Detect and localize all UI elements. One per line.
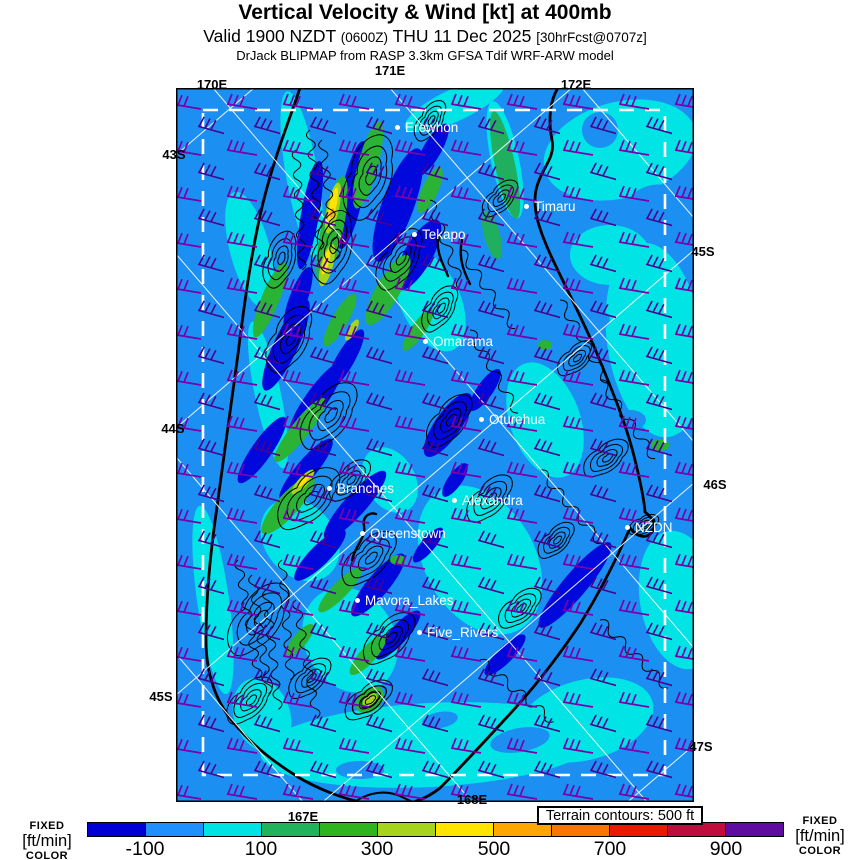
axis-label-167e: 167E	[287, 809, 319, 824]
units-label: [ft/min]	[795, 827, 845, 845]
fixed-label: FIXED	[802, 815, 838, 827]
scale-segment	[726, 823, 783, 836]
city-label: Five_Rivers	[427, 625, 499, 640]
units-label: [ft/min]	[22, 832, 72, 850]
city-label: Branches	[337, 481, 395, 496]
city-marker-nzdn: NZDN	[625, 520, 673, 535]
wind-barbs	[176, 88, 694, 802]
axis-label-171e: 171E	[374, 63, 406, 78]
scale-tick: 900	[709, 838, 743, 860]
valid-prefix: Valid 1900 NZDT	[203, 26, 341, 46]
units-block-right: FIXED [ft/min] COLOR	[792, 816, 848, 857]
terrain-contours-note: Terrain contours: 500 ft	[537, 806, 703, 825]
city-dot	[423, 339, 428, 344]
city-dot	[355, 598, 360, 603]
axis-label-46s: 46S	[703, 477, 727, 492]
city-marker-tekapo: Tekapo	[412, 227, 466, 242]
scale-segment	[88, 823, 146, 836]
scale-tick: 700	[593, 838, 627, 860]
page-title: Vertical Velocity & Wind [kt] at 400mb	[238, 1, 612, 24]
color-label: COLOR	[798, 844, 842, 857]
scale-segment	[204, 823, 262, 836]
city-marker-alexandra: Alexandra	[452, 493, 523, 508]
color-label: COLOR	[25, 849, 69, 860]
axis-label-168e: 168E	[456, 792, 488, 807]
city-marker-timaru: Timaru	[524, 199, 576, 214]
scale-segment	[552, 823, 610, 836]
fixed-label: FIXED	[29, 820, 65, 832]
valid-date: THU 11 Dec 2025	[388, 26, 537, 46]
scale-tick: 100	[244, 838, 278, 860]
scale-segment	[378, 823, 436, 836]
city-dot	[625, 525, 630, 530]
city-marker-mavora-lakes: Mavora_Lakes	[355, 593, 454, 608]
city-label: Queenstown	[370, 526, 446, 541]
map-canvas	[176, 88, 694, 802]
city-dot	[395, 125, 400, 130]
forecast-tag: [30hrFcst@0707z]	[536, 30, 647, 45]
city-dot	[412, 232, 417, 237]
axis-label-44s: 44S	[161, 421, 185, 436]
city-label: Omarama	[433, 334, 494, 349]
scale-segment	[146, 823, 204, 836]
map-area	[176, 88, 694, 802]
city-marker-oturehua: Oturehua	[479, 412, 545, 427]
axis-label-43s: 43S	[162, 147, 186, 162]
city-marker-queenstown: Queenstown	[360, 526, 446, 541]
scale-segment	[320, 823, 378, 836]
city-label: Timaru	[534, 199, 576, 214]
scale-segment	[494, 823, 552, 836]
scale-segment	[262, 823, 320, 836]
city-label: Mavora_Lakes	[365, 593, 454, 608]
city-dot	[417, 630, 422, 635]
axis-label-45s-left: 45S	[149, 689, 173, 704]
scale-segment	[610, 823, 668, 836]
city-dot	[524, 204, 529, 209]
city-marker-branches: Branches	[327, 481, 394, 496]
scale-segment	[436, 823, 494, 836]
scale-tick: 500	[477, 838, 511, 860]
city-label: NZDN	[635, 520, 673, 535]
city-marker-five-rivers: Five_Rivers	[417, 625, 498, 640]
valid-zulu: (0600Z)	[340, 30, 389, 45]
model-line: DrJack BLIPMAP from RASP 3.3km GFSA Tdif…	[236, 48, 614, 63]
city-label: Alexandra	[462, 493, 523, 508]
city-dot	[479, 417, 484, 422]
city-label: Tekapo	[422, 227, 466, 242]
map-border	[176, 88, 694, 802]
axis-label-172e: 172E	[560, 77, 592, 92]
city-label: Erewhon	[405, 120, 459, 135]
axis-label-47s: 47S	[689, 739, 713, 754]
city-dot	[360, 531, 365, 536]
color-scale-bar	[87, 822, 784, 837]
city-dot	[452, 498, 457, 503]
units-block-left: FIXED [ft/min] COLOR	[8, 821, 86, 860]
axis-label-45s-right: 45S	[691, 244, 715, 259]
axis-label-170e: 170E	[196, 77, 228, 92]
valid-time-line: Valid 1900 NZDT (0600Z) THU 11 Dec 2025 …	[0, 26, 850, 47]
scale-segment	[668, 823, 726, 836]
city-dot	[327, 486, 332, 491]
scale-tick: 300	[360, 838, 394, 860]
scale-tick: -100	[125, 838, 165, 860]
city-label: Oturehua	[489, 412, 546, 427]
city-marker-omarama: Omarama	[423, 334, 493, 349]
city-marker-erewhon: Erewhon	[395, 120, 458, 135]
